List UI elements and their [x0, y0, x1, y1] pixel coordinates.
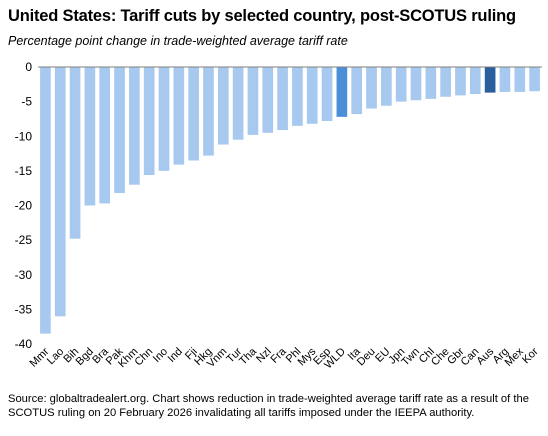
bar-ind: [173, 67, 185, 165]
bar-deu: [366, 67, 377, 109]
y-tick-label: -20: [15, 199, 33, 213]
bar-tha: [247, 67, 259, 135]
bar-aus: [484, 67, 496, 93]
bar-bra: [99, 67, 111, 204]
y-tick-label: -30: [15, 268, 33, 282]
x-tick-label: Kor: [520, 345, 541, 366]
bar-lao: [54, 67, 66, 317]
bar-che: [440, 67, 451, 97]
bar-ita: [351, 67, 363, 115]
y-tick-label: 0: [25, 60, 32, 74]
bar-hkg: [203, 67, 214, 156]
bar-arg: [499, 67, 511, 92]
bar-wld: [336, 67, 348, 117]
y-tick-label: -40: [15, 337, 33, 351]
chart-subtitle: Percentage point change in trade-weighte…: [8, 34, 348, 48]
bar-twn: [410, 67, 422, 101]
bar-esp: [321, 67, 333, 122]
y-tick-label: -25: [15, 233, 33, 247]
bar-chart: 0 -5 -10 -15 -20 -25 -30 -35 -40 MmrLaoBihBgdBra…: [15, 60, 542, 371]
y-tick-label: -15: [15, 164, 33, 178]
bar-pak: [114, 67, 125, 194]
source-footnote: Source: globaltradealert.org. Chart show…: [8, 393, 529, 419]
x-tick-label: Ind: [166, 346, 185, 365]
y-tick-label: -35: [15, 302, 33, 316]
bar-vnm: [217, 67, 229, 145]
bar-jpn: [395, 67, 407, 102]
bar-ino: [158, 67, 170, 171]
y-tick-label: -5: [21, 95, 32, 109]
bars: [38, 66, 542, 334]
bar-bgd: [84, 67, 96, 206]
bar-gbr: [455, 67, 466, 96]
bar-phl: [292, 67, 303, 126]
y-tick-label: -10: [15, 129, 33, 143]
bar-chn: [143, 67, 155, 176]
x-axis-labels: MmrLaoBihBgdBraPakKhmChnInoIndFjiHkgVnmT…: [27, 345, 540, 371]
y-axis: 0 -5 -10 -15 -20 -25 -30 -35 -40: [15, 60, 33, 351]
bar-fra: [277, 67, 288, 131]
bar-mmr: [40, 67, 51, 334]
bar-chl: [425, 67, 437, 99]
bar-khm: [129, 67, 140, 185]
bar-can: [469, 67, 481, 95]
bar-bih: [69, 67, 81, 239]
bar-eu: [381, 67, 392, 106]
chart-title: United States: Tariff cuts by selected c…: [8, 7, 516, 25]
bar-tur: [232, 67, 244, 140]
bar-kor: [529, 67, 540, 92]
bar-mys: [306, 67, 318, 124]
bar-mex: [514, 67, 526, 92]
bar-nzl: [262, 67, 274, 133]
bar-fji: [188, 67, 199, 161]
